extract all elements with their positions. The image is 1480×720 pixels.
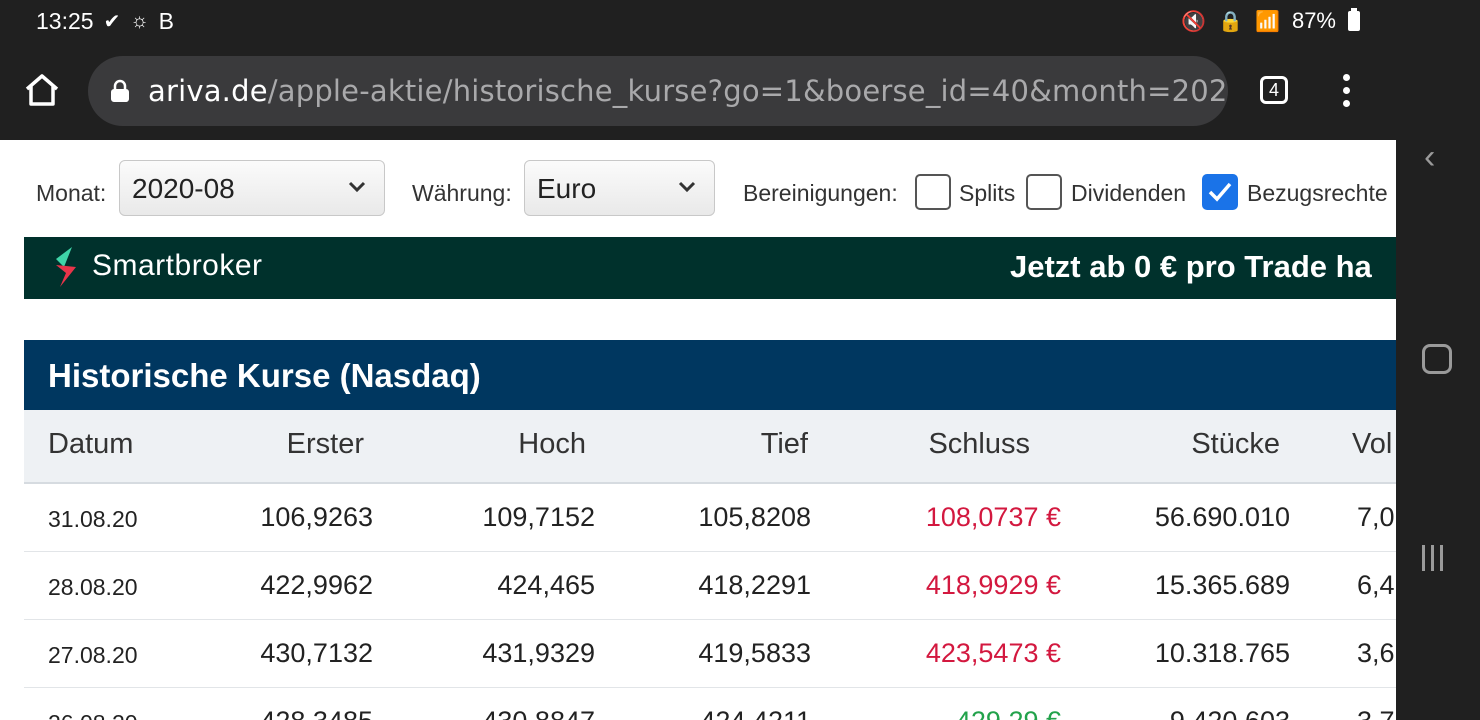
check-icon: ✔ [103, 11, 121, 33]
home-nav-icon[interactable] [1422, 344, 1452, 374]
checkmark-icon [1208, 182, 1232, 202]
lock-status-icon: 🔒 [1218, 10, 1244, 33]
more-menu-icon[interactable] [1340, 74, 1352, 110]
cell-close: 418,9929 € [925, 570, 1061, 600]
adjustments-label: Bereinigungen: [743, 180, 898, 206]
system-nav-bar: ‹ [1396, 0, 1480, 720]
status-right: 🔇 🔒 📶 87% [1181, 8, 1360, 34]
battery-icon [1348, 8, 1360, 31]
cell-high: 431,9329 [482, 638, 595, 668]
cell-first: 422,9962 [260, 570, 373, 600]
smartbroker-ad-banner[interactable]: Smartbroker Jetzt ab 0 € pro Trade ha [24, 237, 1396, 299]
rights-label: Bezugsrechte [1247, 180, 1388, 206]
currency-select[interactable]: Euro [524, 160, 715, 216]
chevron-down-icon [678, 181, 696, 193]
col-pieces[interactable]: Stücke [1191, 428, 1280, 460]
splits-checkbox[interactable] [915, 174, 951, 210]
col-volume[interactable]: Vol [1352, 428, 1393, 460]
col-low[interactable]: Tief [760, 428, 808, 460]
cell-volume: 7,0 [1357, 502, 1395, 532]
dividends-checkbox[interactable] [1026, 174, 1062, 210]
col-high[interactable]: Hoch [518, 428, 586, 460]
dividends-label: Dividenden [1071, 180, 1187, 206]
currency-select-value: Euro [537, 173, 597, 204]
weather-icon: ☼ [130, 10, 149, 32]
table-header-row: Datum Erster Hoch Tief Schluss Stücke Vo… [24, 410, 1396, 484]
table-row: 27.08.20 430,7132 431,9329 419,5833 423,… [24, 620, 1396, 688]
cell-pieces: 56.690.010 [1154, 502, 1290, 532]
cell-pieces: 15.365.689 [1154, 570, 1290, 600]
table-row: 31.08.20 106,9263 109,7152 105,8208 108,… [24, 484, 1396, 552]
home-icon[interactable] [24, 72, 60, 108]
cell-volume: 6,4 [1357, 570, 1395, 600]
table-row: 28.08.20 422,9962 424,465 418,2291 418,9… [24, 552, 1396, 620]
cell-low: 105,8208 [698, 502, 811, 532]
rights-checkbox[interactable] [1202, 174, 1238, 210]
cell-low: 419,5833 [698, 638, 811, 668]
cell-high: 109,7152 [482, 502, 595, 532]
cell-close: 429,29 € [956, 706, 1061, 720]
status-left: 13:25 ✔ ☼ B [36, 8, 174, 35]
month-label: Monat: [36, 180, 107, 206]
recent-apps-icon[interactable] [1422, 545, 1443, 571]
cell-first: 430,7132 [260, 638, 373, 668]
cell-date: 28.08.20 [48, 574, 138, 600]
cell-volume: 3,6 [1357, 638, 1395, 668]
cell-date: 31.08.20 [48, 506, 138, 532]
back-icon[interactable]: ‹ [1424, 138, 1436, 176]
wifi-icon: 📶 [1255, 10, 1280, 33]
tab-switcher-button[interactable]: 4 [1260, 76, 1288, 104]
url-text[interactable]: ariva.de/apple-aktie/historische_kurse?g… [148, 74, 1228, 108]
web-page: Monat: 2020-08 Währung: Euro Bereinigung… [0, 140, 1396, 720]
mute-icon: 🔇 [1181, 10, 1207, 33]
currency-label: Währung: [412, 180, 512, 206]
url-path: /apple-aktie/historische_kurse?go=1&boer… [267, 74, 1228, 108]
col-first[interactable]: Erster [286, 428, 364, 460]
splits-label: Splits [959, 180, 1016, 206]
cell-low: 424,4211 [700, 706, 811, 720]
browser-toolbar: ariva.de/apple-aktie/historische_kurse?g… [0, 44, 1396, 140]
cell-first: 106,9263 [260, 502, 373, 532]
url-host: ariva.de [148, 74, 268, 108]
cell-date: 27.08.20 [48, 642, 138, 668]
col-close[interactable]: Schluss [928, 428, 1030, 460]
cell-pieces: 10.318.765 [1154, 638, 1290, 668]
month-select-value: 2020-08 [132, 173, 235, 204]
status-time: 13:25 [36, 8, 94, 34]
cell-first: 428,3485 [260, 706, 373, 720]
bixby-icon: B [158, 8, 175, 34]
month-select[interactable]: 2020-08 [119, 160, 385, 216]
cell-pieces: 9.420.603 [1170, 706, 1290, 720]
banner-brand: Smartbroker [92, 249, 263, 282]
col-date[interactable]: Datum [48, 428, 134, 460]
cell-high: 430,8847 [482, 706, 595, 720]
address-bar[interactable]: ariva.de/apple-aktie/historische_kurse?g… [88, 56, 1228, 126]
cell-volume: 3,7 [1357, 706, 1395, 720]
cell-close: 108,0737 € [925, 502, 1061, 532]
banner-cta: Jetzt ab 0 € pro Trade ha [1010, 249, 1372, 284]
chevron-down-icon [348, 181, 366, 193]
cell-high: 424,465 [497, 570, 595, 600]
table-title: Historische Kurse (Nasdaq) [24, 340, 1396, 410]
battery-percent: 87% [1291, 8, 1336, 33]
cell-close: 423,5473 € [925, 638, 1061, 668]
table-row: 26.08.20 428,3485 430,8847 424,4211 429,… [24, 688, 1396, 720]
cell-low: 418,2291 [698, 570, 811, 600]
historical-prices-table: Historische Kurse (Nasdaq) Datum Erster … [24, 340, 1396, 720]
filter-bar: Monat: 2020-08 Währung: Euro Bereinigung… [36, 150, 1396, 216]
cell-date: 26.08.20 [48, 710, 138, 720]
smartbroker-logo-icon [56, 247, 76, 287]
lock-icon [111, 79, 129, 102]
status-bar: 13:25 ✔ ☼ B 🔇 🔒 📶 87% [0, 0, 1396, 44]
